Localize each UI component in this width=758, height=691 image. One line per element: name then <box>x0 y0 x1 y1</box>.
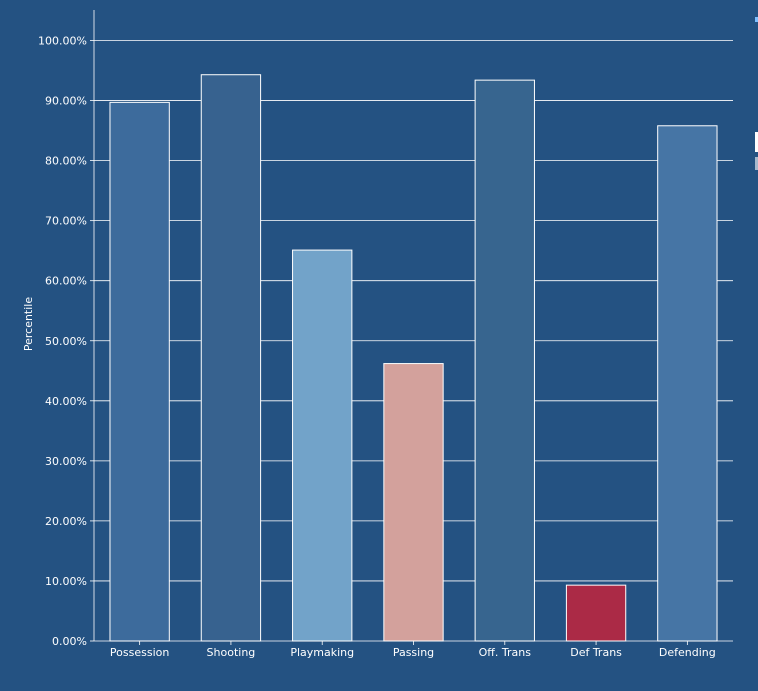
y-tick-label: 40.00% <box>45 395 87 408</box>
x-tick-label: Shooting <box>207 646 256 659</box>
legend-fragment-top <box>755 17 758 22</box>
y-tick-label: 80.00% <box>45 155 87 168</box>
y-tick-label: 0.00% <box>52 635 87 648</box>
x-tick-label: Playmaking <box>290 646 354 659</box>
legend-fragment-middle <box>755 132 758 152</box>
y-tick-label: 70.00% <box>45 215 87 228</box>
y-tick-label: 30.00% <box>45 455 87 468</box>
x-tick-label: Possession <box>110 646 169 659</box>
bar-defending <box>657 125 718 642</box>
tick-labels: 0.00% 10.00% 20.00% 30.00% 40.00% 50.00% 60.00… <box>38 35 716 660</box>
x-tick-label: Def Trans <box>570 646 622 659</box>
y-tick-label: 10.00% <box>45 575 87 588</box>
axes <box>90 10 733 645</box>
bar-possession <box>109 101 170 642</box>
bar-playmaking <box>292 249 353 642</box>
x-tick-label: Defending <box>659 646 716 659</box>
bar-shooting <box>200 74 262 642</box>
bar-passing <box>383 363 444 642</box>
y-axis-label: Percentile <box>22 297 35 352</box>
grid-lines <box>94 40 733 582</box>
y-tick-label: 60.00% <box>45 275 87 288</box>
bar-def-trans <box>565 584 627 642</box>
bar-off-trans <box>474 79 535 642</box>
y-tick-label: 50.00% <box>45 335 87 348</box>
legend-fragment-bottom <box>755 157 758 170</box>
y-tick-label: 90.00% <box>45 95 87 108</box>
y-tick-label: 20.00% <box>45 515 87 528</box>
x-tick-label: Off. Trans <box>479 646 532 659</box>
y-tick-label: 100.00% <box>38 35 87 48</box>
x-tick-label: Passing <box>393 646 434 659</box>
bars <box>109 74 718 642</box>
